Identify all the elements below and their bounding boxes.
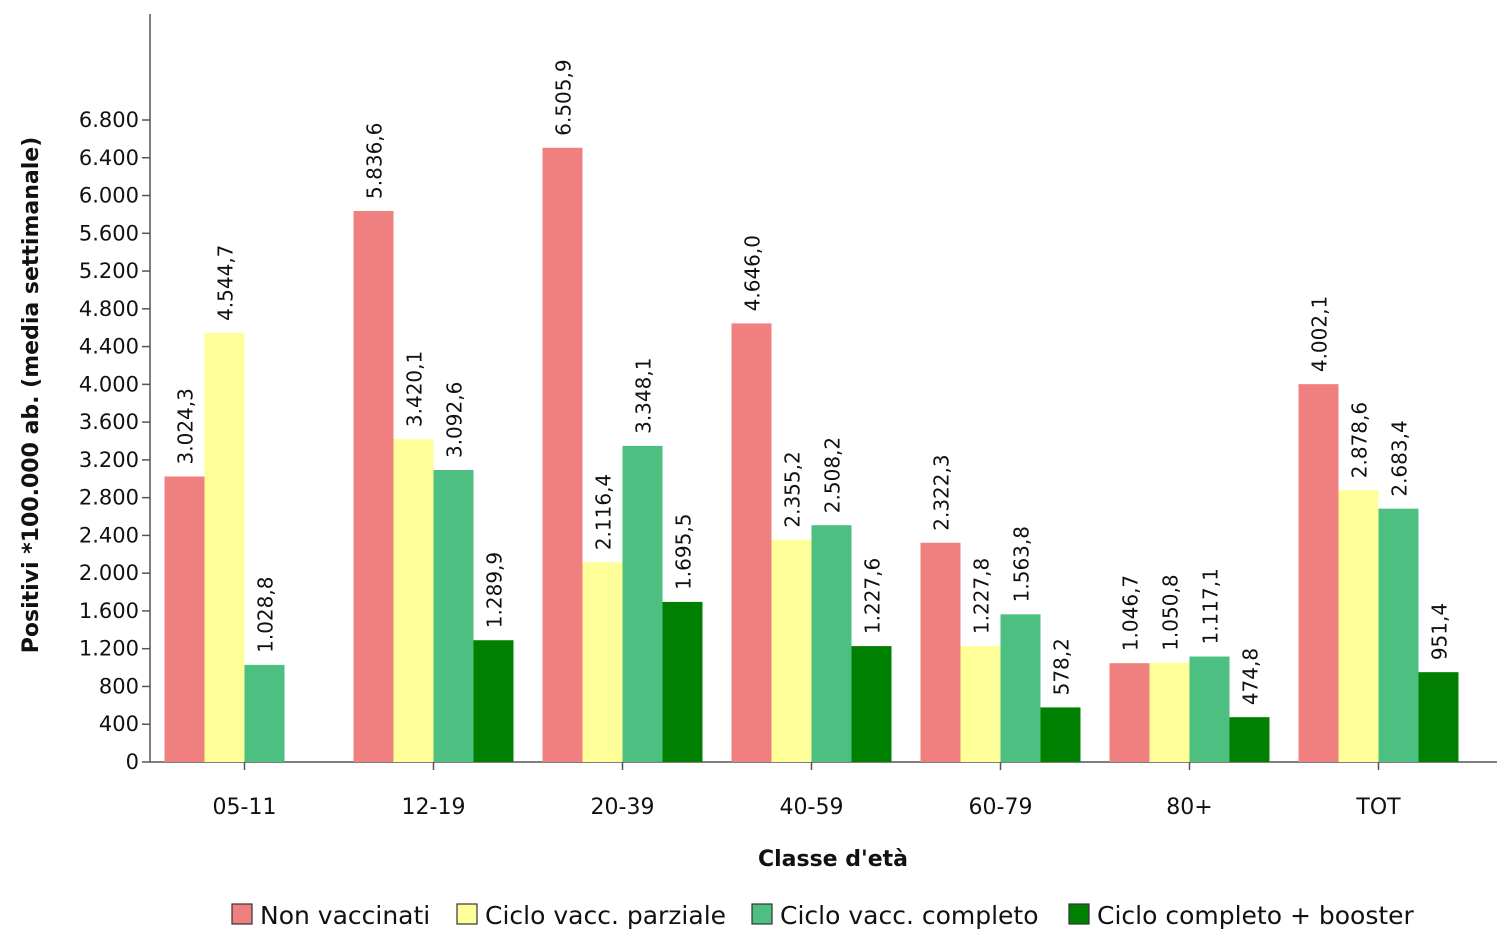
data-label: 3.024,3 xyxy=(174,388,198,464)
data-label: 1.695,5 xyxy=(672,514,696,590)
x-axis: 05-11 12-19 20-39 40-59 60-79 80+ TOT xyxy=(150,761,1497,820)
x-tick-label: 80+ xyxy=(1166,795,1212,820)
bar-ciclo-vacc-completo-40-59 xyxy=(811,525,852,762)
y-axis-title: Positivi *100.000 ab. (media settimanale… xyxy=(19,137,44,654)
data-label: 2.878,6 xyxy=(1348,402,1372,478)
y-tick-label: 3.200 xyxy=(79,448,139,472)
y-tick-label: 5.600 xyxy=(79,221,139,245)
data-label: 6.505,9 xyxy=(552,59,576,135)
data-label: 3.092,6 xyxy=(443,382,467,458)
bar-ciclo-vacc-parziale-12-19 xyxy=(393,439,434,762)
bar-ciclo-completo-booster-40-59 xyxy=(851,646,892,762)
bar-ciclo-vacc-parziale-05-11 xyxy=(204,332,245,762)
bar-ciclo-completo-booster-TOT xyxy=(1418,672,1459,762)
bar-ciclo-vacc-completo-80+ xyxy=(1189,656,1230,762)
y-tick-label: 2.400 xyxy=(79,523,139,547)
data-label: 4.646,0 xyxy=(741,235,765,311)
x-axis-title: Classe d'età xyxy=(758,847,908,872)
y-tick-label: 4.800 xyxy=(79,297,139,321)
x-tick-label: 12-19 xyxy=(402,795,466,820)
legend-swatch xyxy=(751,903,773,925)
legend-label: Non vaccinati xyxy=(260,901,430,930)
legend-swatch xyxy=(1068,903,1090,925)
data-label: 4.544,7 xyxy=(214,245,238,321)
bar-ciclo-vacc-completo-12-19 xyxy=(433,470,474,762)
bar-ciclo-vacc-parziale-TOT xyxy=(1338,490,1379,762)
bar-non-vaccinati-20-39 xyxy=(542,147,583,763)
x-tick-label: TOT xyxy=(1355,795,1401,820)
data-label: 2.508,2 xyxy=(821,437,845,513)
data-label: 1.117,1 xyxy=(1199,568,1223,644)
data-label: 1.227,8 xyxy=(970,558,994,634)
y-tick-label: 1.200 xyxy=(79,637,139,661)
bar-ciclo-vacc-completo-05-11 xyxy=(244,664,285,762)
data-label: 951,4 xyxy=(1428,603,1452,660)
bar-ciclo-completo-booster-12-19 xyxy=(473,640,514,762)
y-tick-label: 6.800 xyxy=(79,108,139,132)
bar-ciclo-vacc-parziale-80+ xyxy=(1149,662,1190,762)
data-label: 4.002,1 xyxy=(1308,296,1332,372)
data-label: 3.348,1 xyxy=(632,358,656,434)
data-label: 5.836,6 xyxy=(363,123,387,199)
y-tick-label: 800 xyxy=(99,674,139,698)
bar-ciclo-vacc-parziale-20-39 xyxy=(582,562,623,762)
y-tick-label: 6.400 xyxy=(79,146,139,170)
data-label: 1.050,8 xyxy=(1159,574,1183,650)
y-tick-label: 400 xyxy=(99,712,139,736)
legend: Non vaccinati Ciclo vacc. parziale Ciclo v… xyxy=(231,901,1415,930)
bar-ciclo-completo-booster-80+ xyxy=(1229,717,1270,762)
bar-ciclo-vacc-completo-60-79 xyxy=(1000,614,1041,762)
data-label: 1.227,6 xyxy=(861,558,885,634)
bar-non-vaccinati-80+ xyxy=(1109,663,1150,762)
data-label: 578,2 xyxy=(1050,638,1074,695)
y-tick-label: 4.400 xyxy=(79,335,139,359)
y-tick-label: 3.600 xyxy=(79,410,139,434)
data-label: 2.355,2 xyxy=(781,451,805,527)
bar-ciclo-vacc-parziale-40-59 xyxy=(771,539,812,762)
data-label: 474,8 xyxy=(1239,648,1263,705)
legend-label: Ciclo vacc. parziale xyxy=(485,901,726,930)
data-label: 2.683,4 xyxy=(1388,420,1412,496)
bar-non-vaccinati-05-11 xyxy=(164,476,205,762)
x-tick-label: 05-11 xyxy=(213,795,277,820)
legend-label: Ciclo vacc. completo xyxy=(780,901,1039,930)
y-tick-label: 6.000 xyxy=(79,184,139,208)
y-tick-label: 1.600 xyxy=(79,599,139,623)
bar-ciclo-vacc-completo-20-39 xyxy=(622,445,663,762)
bar-ciclo-completo-booster-60-79 xyxy=(1040,707,1081,762)
data-label: 1.289,9 xyxy=(483,552,507,628)
data-label: 1.563,8 xyxy=(1010,526,1034,602)
data-label: 3.420,1 xyxy=(403,351,427,427)
bar-non-vaccinati-60-79 xyxy=(920,542,961,762)
bars xyxy=(164,147,1459,763)
bar-non-vaccinati-12-19 xyxy=(353,210,394,762)
y-axis: 0 400 800 1.200 1.600 2.000 2.400 2.800 3.200 3.6… xyxy=(79,14,151,774)
x-tick-label: 60-79 xyxy=(969,795,1033,820)
bar-non-vaccinati-40-59 xyxy=(731,323,772,762)
data-labels: 3.024,3 4.544,7 1.028,8 5.836,6 3.420,1 3.092… xyxy=(174,59,1452,705)
y-tick-label: 5.200 xyxy=(79,259,139,283)
x-tick-label: 20-39 xyxy=(591,795,655,820)
y-tick-label: 2.800 xyxy=(79,486,139,510)
data-label: 1.028,8 xyxy=(254,577,278,653)
y-tick-label: 4.000 xyxy=(79,372,139,396)
bar-non-vaccinati-TOT xyxy=(1298,384,1339,762)
bar-ciclo-completo-booster-20-39 xyxy=(662,601,703,762)
y-tick-label: 0 xyxy=(126,750,139,774)
y-tick-label: 2.000 xyxy=(79,561,139,585)
legend-swatch xyxy=(456,903,478,925)
data-label: 2.322,3 xyxy=(930,454,954,530)
x-tick-label: 40-59 xyxy=(780,795,844,820)
legend-swatch xyxy=(231,903,253,925)
data-label: 1.046,7 xyxy=(1119,575,1143,651)
data-label: 2.116,4 xyxy=(592,474,616,550)
bar-ciclo-vacc-completo-TOT xyxy=(1378,508,1419,762)
bar-ciclo-vacc-parziale-60-79 xyxy=(960,646,1001,762)
legend-label: Ciclo completo + booster xyxy=(1097,901,1415,930)
